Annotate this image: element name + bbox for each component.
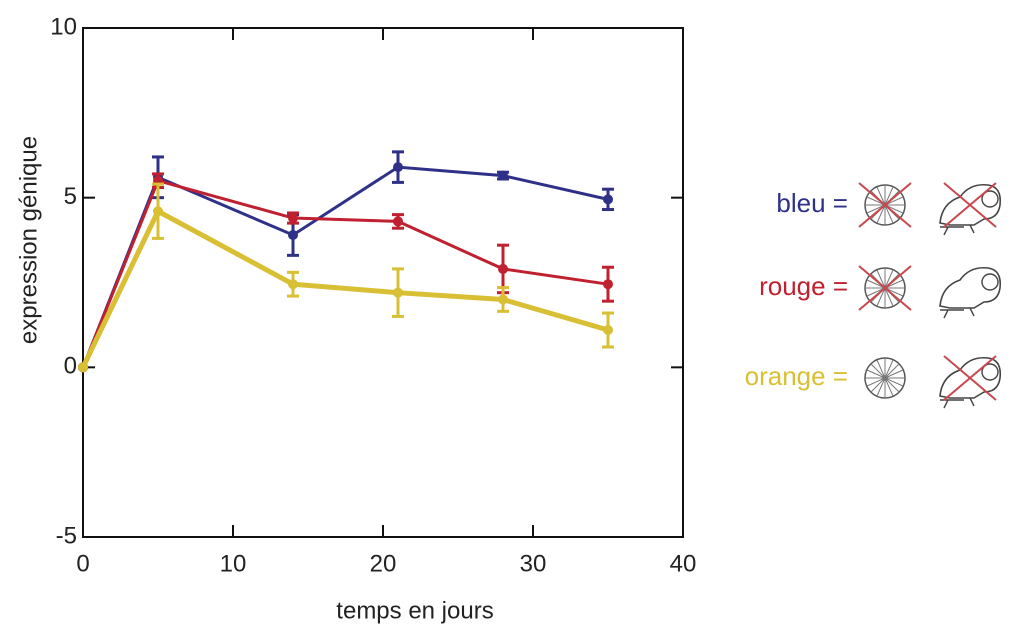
- data-point: [603, 325, 613, 335]
- data-point: [498, 264, 508, 274]
- x-tick-label: 40: [670, 550, 697, 577]
- data-point: [393, 162, 403, 172]
- data-point: [153, 206, 163, 216]
- icon-bug: [940, 358, 1000, 408]
- x-tick-label: 0: [76, 550, 89, 577]
- icon-flower: [865, 358, 905, 398]
- legend-label: rouge =: [759, 271, 848, 301]
- data-point: [498, 294, 508, 304]
- y-tick-label: -5: [56, 522, 77, 549]
- series-line: [83, 211, 608, 367]
- y-tick-label: 5: [64, 183, 77, 210]
- data-point: [288, 213, 298, 223]
- data-point: [288, 279, 298, 289]
- legend-label: orange =: [745, 361, 848, 391]
- legend-label: bleu =: [776, 188, 848, 218]
- icon-cross: [944, 356, 996, 400]
- x-tick-label: 20: [370, 550, 397, 577]
- page: {"chart_data":{"type":"line","x_label":"…: [0, 0, 1018, 627]
- data-point: [498, 171, 508, 181]
- icon-bug: [940, 268, 1000, 318]
- y-axis-label: expression génique: [15, 136, 42, 344]
- x-tick-label: 30: [520, 550, 547, 577]
- data-point: [603, 194, 613, 204]
- legend-icons: [859, 183, 1000, 408]
- data-point: [78, 362, 88, 372]
- data-point: [393, 288, 403, 298]
- icon-bug: [940, 185, 1000, 235]
- data-point: [603, 279, 613, 289]
- data-point: [393, 216, 403, 226]
- icon-cross: [944, 183, 996, 227]
- y-tick-label: 0: [64, 353, 77, 380]
- x-tick-label: 10: [220, 550, 247, 577]
- x-axis-label: temps en jours: [336, 597, 493, 624]
- data-point: [288, 230, 298, 240]
- y-tick-label: 10: [50, 13, 77, 40]
- chart: expression génique temps en jours 0 10 20 3…: [0, 0, 1018, 627]
